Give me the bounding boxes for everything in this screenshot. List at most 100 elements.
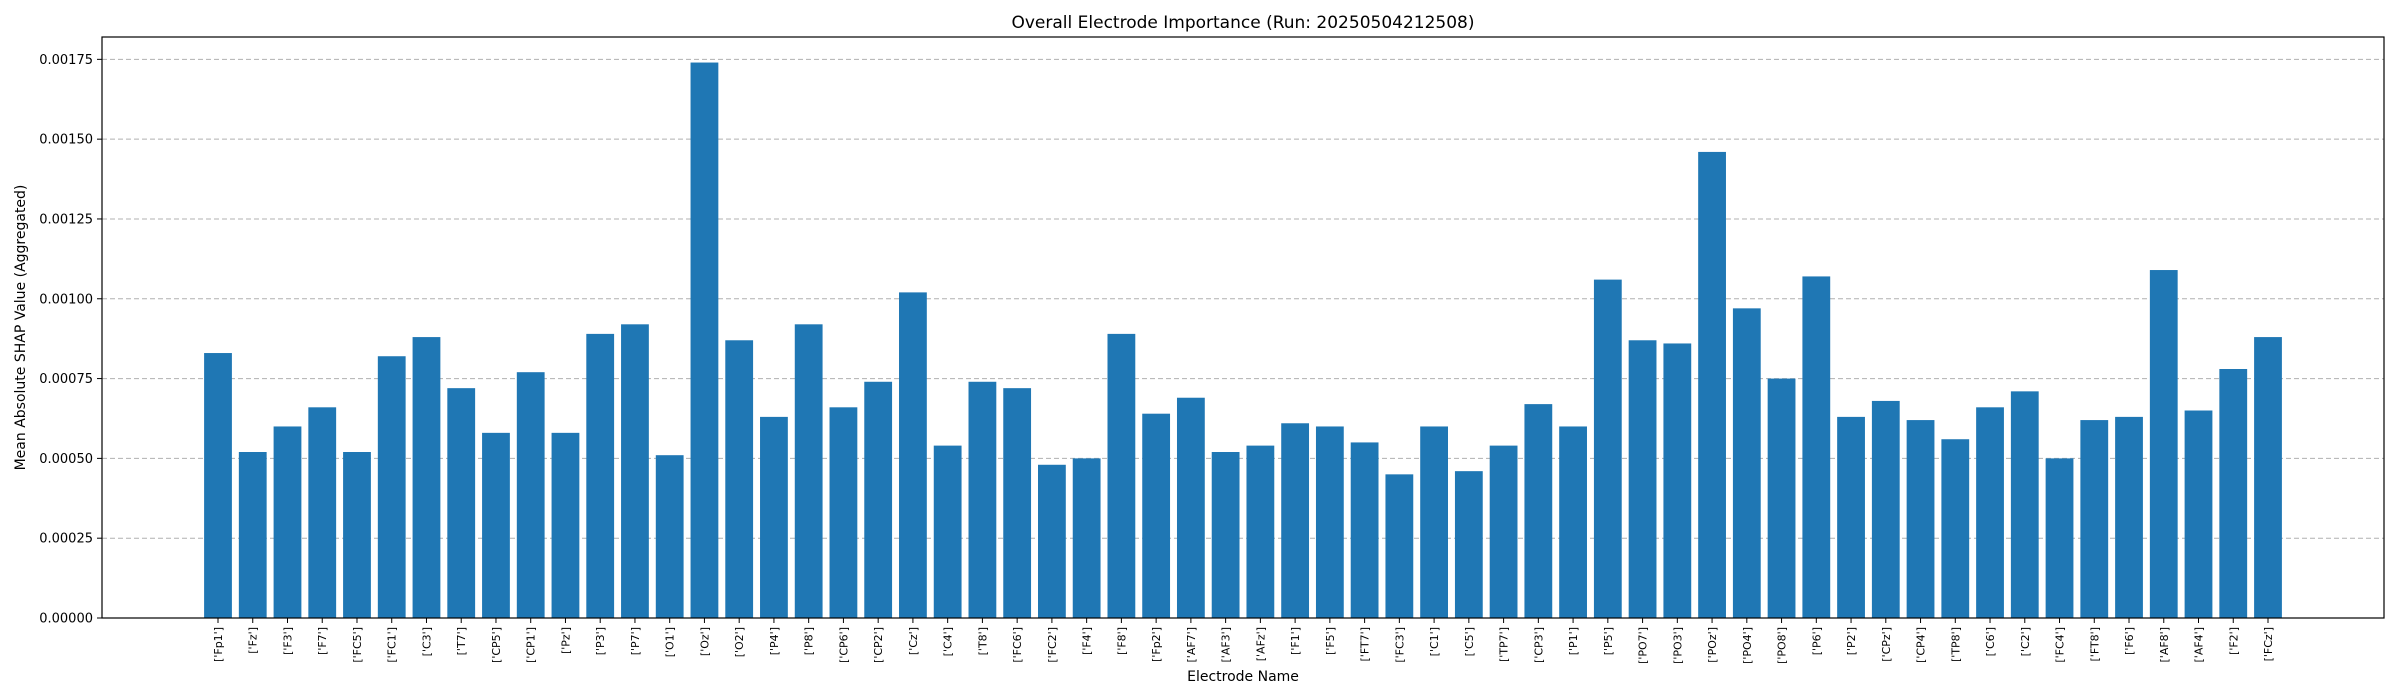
bar bbox=[655, 455, 684, 618]
x-tick-label: ['FC2'] bbox=[1046, 627, 1059, 663]
bar bbox=[238, 452, 267, 618]
x-tick-label: ['P5'] bbox=[1602, 627, 1615, 655]
y-axis-ticks: 0.00000 0.00025 0.00050 0.00075 0.00100 0.001… bbox=[39, 53, 102, 627]
bar bbox=[1837, 416, 1865, 618]
bar bbox=[1802, 276, 1831, 618]
x-tick-label: ['AF7'] bbox=[1185, 627, 1198, 662]
bar bbox=[1628, 340, 1657, 618]
bar bbox=[1559, 426, 1587, 618]
bar bbox=[1350, 442, 1379, 618]
y-axis-label: Mean Absolute SHAP Value (Aggregated) bbox=[13, 185, 29, 471]
bar bbox=[1385, 474, 1414, 618]
x-tick-label: ['Pz'] bbox=[559, 627, 572, 654]
bar bbox=[1941, 439, 1970, 618]
x-tick-label: ['P7'] bbox=[629, 627, 642, 655]
x-tick-label: ['F4'] bbox=[1081, 627, 1094, 655]
x-tick-label: ['T7'] bbox=[455, 627, 468, 655]
bar bbox=[1871, 400, 1900, 618]
y-tick-label: 0.00075 bbox=[39, 372, 93, 387]
x-tick-label: ['CP2'] bbox=[872, 627, 885, 663]
bar bbox=[968, 381, 997, 618]
x-tick-label: ['FC5'] bbox=[351, 627, 364, 663]
bar bbox=[725, 340, 754, 618]
y-tick-label: 0.00175 bbox=[39, 53, 93, 68]
x-tick-label: ['FC3'] bbox=[1393, 627, 1406, 663]
bar bbox=[1107, 333, 1136, 618]
bar bbox=[933, 445, 962, 618]
bar bbox=[1072, 458, 1101, 618]
x-tick-label: ['CP5'] bbox=[490, 627, 503, 663]
bar bbox=[2115, 416, 2143, 618]
bar bbox=[1593, 279, 1622, 618]
x-tick-label: ['FCz'] bbox=[2262, 627, 2275, 661]
bar bbox=[308, 407, 337, 618]
bar bbox=[516, 372, 545, 618]
bar bbox=[1003, 388, 1032, 618]
plot-frame bbox=[101, 36, 2385, 619]
x-tick-label: ['F2'] bbox=[2227, 627, 2240, 655]
x-tick-label: ['CP3'] bbox=[1532, 627, 1545, 663]
x-tick-label: ['CP1'] bbox=[525, 627, 538, 663]
bar bbox=[864, 381, 893, 618]
bar bbox=[794, 324, 823, 618]
x-tick-label: ['P6'] bbox=[1810, 627, 1823, 655]
bar bbox=[2219, 369, 2248, 618]
bar bbox=[2045, 458, 2074, 618]
bar bbox=[204, 353, 232, 618]
bar bbox=[1176, 397, 1205, 618]
y-tick-label: 0.00150 bbox=[39, 133, 93, 148]
x-tick-label: ['P2'] bbox=[1845, 627, 1858, 655]
x-tick-label: ['P4'] bbox=[768, 627, 781, 655]
bar bbox=[1246, 445, 1275, 618]
x-tick-label: ['F7'] bbox=[316, 627, 329, 655]
x-tick-label: ['Fz'] bbox=[247, 627, 260, 654]
bar bbox=[1906, 420, 1935, 618]
x-tick-label: ['Cz'] bbox=[907, 627, 920, 655]
x-tick-label: ['PO4'] bbox=[1741, 627, 1754, 664]
x-tick-label: ['F5'] bbox=[1324, 627, 1337, 655]
bar bbox=[760, 416, 788, 618]
bar bbox=[1663, 343, 1692, 618]
x-tick-label: ['Oz'] bbox=[698, 627, 711, 656]
bar bbox=[2010, 391, 2039, 618]
x-tick-label: ['PO3'] bbox=[1671, 627, 1684, 664]
x-tick-label: ['POz'] bbox=[1706, 627, 1719, 663]
x-axis-ticks: ['Fp1'] ['Fz'] ['F3'] ['F7'] ['FC5'] ['FC1'] [… bbox=[212, 618, 2275, 664]
x-tick-label: ['TP8'] bbox=[1949, 627, 1962, 662]
x-tick-label: ['C1'] bbox=[1428, 627, 1441, 656]
x-tick-label: ['Fp1'] bbox=[212, 627, 225, 662]
x-tick-label: ['FC4'] bbox=[2054, 627, 2067, 663]
x-tick-label: ['O1'] bbox=[664, 627, 677, 657]
bar bbox=[829, 407, 858, 618]
bar bbox=[1211, 452, 1240, 618]
x-tick-label: ['C5'] bbox=[1463, 627, 1476, 656]
bar bbox=[1281, 423, 1310, 618]
grid-lines bbox=[102, 58, 2384, 619]
chart-title: Overall Electrode Importance (Run: 20250… bbox=[1011, 13, 1474, 33]
x-tick-label: ['F8'] bbox=[1115, 627, 1128, 655]
bar bbox=[412, 337, 441, 618]
x-tick-label: ['T8'] bbox=[976, 627, 989, 655]
bar bbox=[2254, 337, 2282, 618]
bar bbox=[343, 452, 371, 618]
y-tick-label: 0.00000 bbox=[39, 612, 93, 627]
bar bbox=[690, 62, 719, 619]
bar bbox=[1142, 413, 1171, 618]
bar bbox=[2184, 410, 2213, 618]
y-tick-label: 0.00125 bbox=[39, 212, 93, 227]
x-tick-label: ['AFz'] bbox=[1254, 627, 1267, 661]
x-tick-label: ['F3'] bbox=[281, 627, 294, 655]
bar bbox=[1489, 445, 1518, 618]
bar bbox=[2149, 270, 2178, 618]
x-tick-label: ['FT8'] bbox=[2088, 627, 2101, 661]
bar bbox=[551, 432, 580, 618]
x-axis-label: Electrode Name bbox=[1187, 669, 1299, 685]
y-tick-label: 0.00100 bbox=[39, 292, 93, 307]
x-tick-label: ['FT7'] bbox=[1359, 627, 1372, 661]
x-tick-label: ['P3'] bbox=[594, 627, 607, 655]
bar bbox=[273, 426, 302, 618]
x-tick-label: ['FC1'] bbox=[386, 627, 399, 663]
y-tick-label: 0.00050 bbox=[39, 452, 93, 467]
bar bbox=[447, 388, 476, 618]
